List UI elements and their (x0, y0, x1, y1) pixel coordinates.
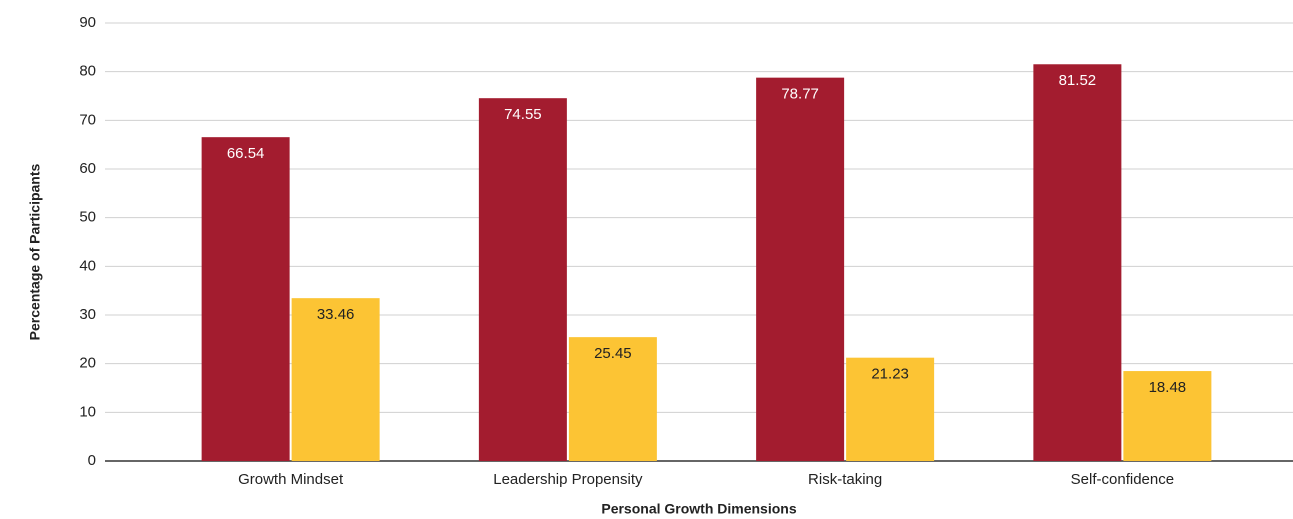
data-label: 33.46 (317, 306, 355, 323)
bar (846, 357, 935, 461)
y-tick-label: 90 (79, 14, 96, 31)
x-axis-title: Personal Growth Dimensions (601, 501, 796, 517)
data-label: 25.45 (594, 345, 632, 362)
bar (568, 337, 657, 461)
data-label: 21.23 (871, 366, 909, 383)
y-tick-label: 40 (79, 257, 96, 274)
bar (478, 98, 567, 461)
y-tick-label: 80 (79, 63, 96, 80)
bar (291, 298, 380, 461)
bar (201, 137, 290, 461)
data-label: 81.52 (1059, 72, 1097, 89)
x-tick-label: Risk-taking (808, 471, 882, 488)
y-tick-label: 50 (79, 209, 96, 226)
bar (756, 77, 845, 462)
y-tick-label: 60 (79, 160, 96, 177)
x-tick-label: Growth Mindset (238, 471, 344, 488)
data-label: 18.48 (1149, 379, 1187, 396)
x-tick-label: Leadership Propensity (493, 471, 643, 488)
y-tick-label: 70 (79, 111, 96, 128)
data-label: 66.54 (227, 145, 265, 162)
y-tick-label: 30 (79, 306, 96, 323)
bar (1123, 371, 1212, 461)
data-label: 74.55 (504, 106, 542, 123)
y-tick-label: 0 (88, 452, 96, 469)
bar (1033, 64, 1122, 461)
data-label: 78.77 (781, 86, 819, 103)
y-tick-label: 10 (79, 403, 96, 420)
y-tick-label: 20 (79, 355, 96, 372)
y-axis-title: Percentage of Participants (27, 163, 43, 340)
x-tick-label: Self-confidence (1071, 471, 1174, 488)
